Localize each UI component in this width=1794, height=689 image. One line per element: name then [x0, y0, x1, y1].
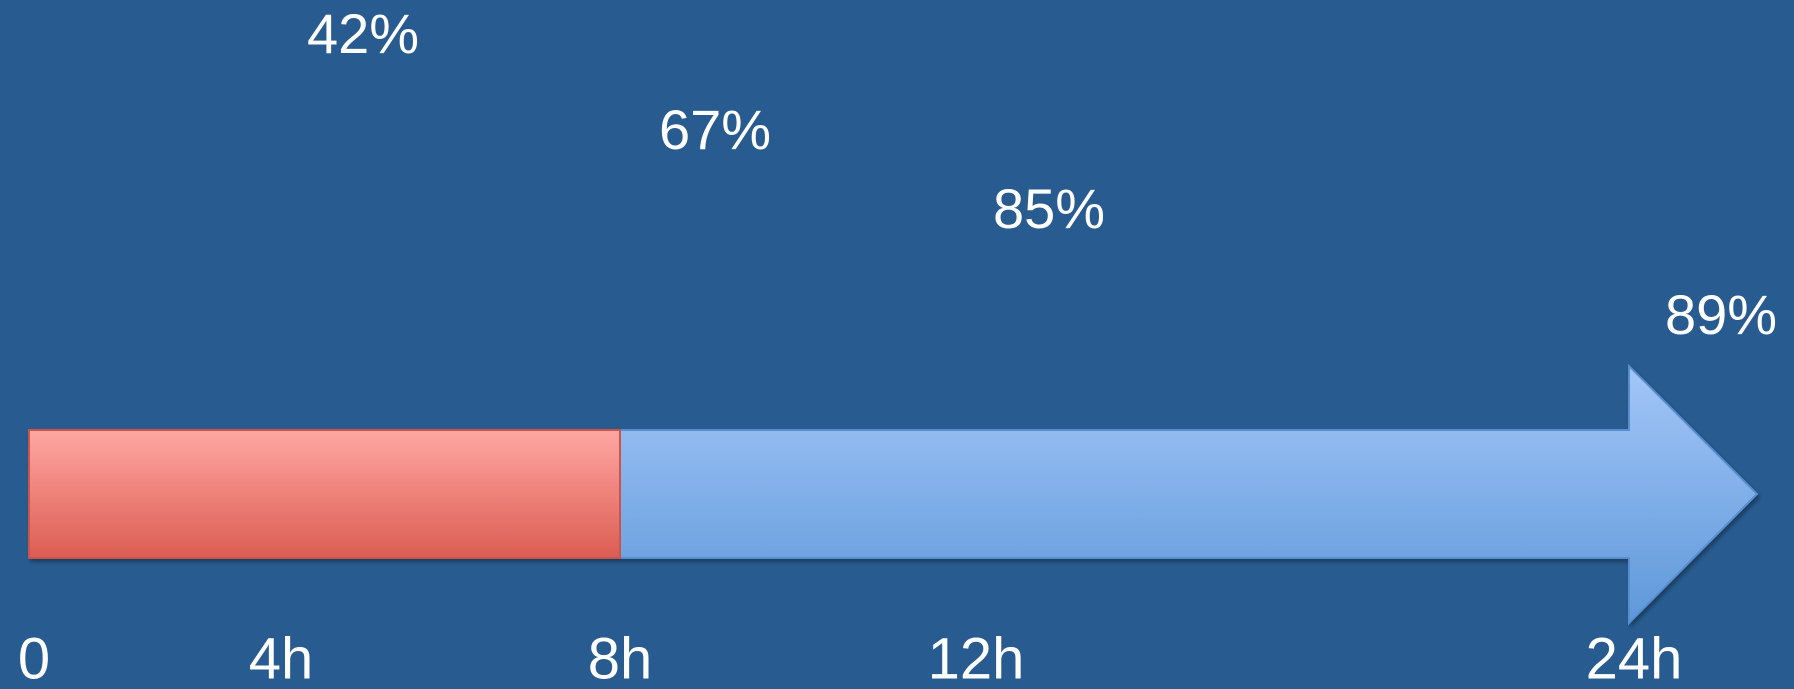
- tick-label: 12h: [928, 626, 1025, 689]
- tick-label: 0: [18, 626, 50, 689]
- percentage-label: 67%: [659, 98, 771, 161]
- percentage-label: 85%: [993, 177, 1105, 240]
- labels-layer: 42% 67% 85% 89% 0 4h 8h 12h 24h: [18, 2, 1777, 689]
- tick-label: 4h: [249, 626, 314, 689]
- percentage-label: 89%: [1665, 283, 1777, 346]
- highlight-block: [28, 429, 621, 559]
- percentage-label: 42%: [307, 2, 419, 65]
- tick-label: 8h: [588, 626, 653, 689]
- tick-label: 24h: [1586, 626, 1683, 689]
